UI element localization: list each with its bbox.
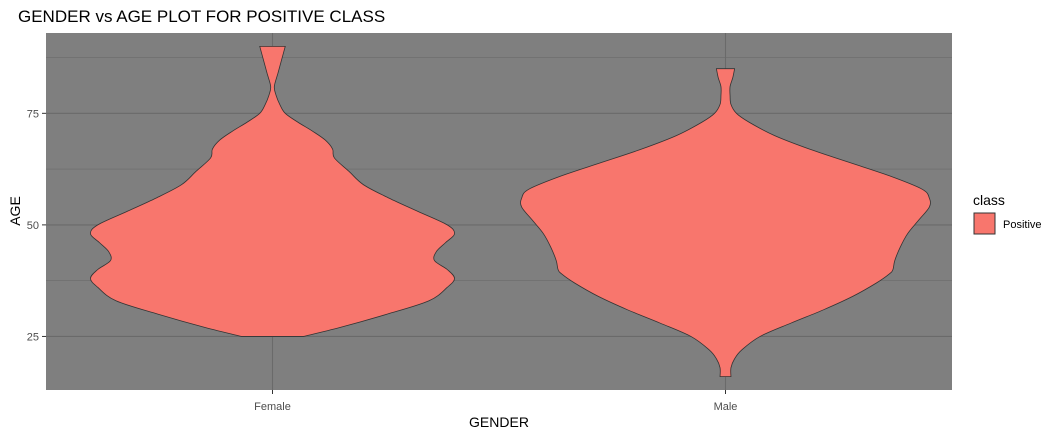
x-tick-label: Male [714,401,738,413]
violin-female [90,45,455,337]
legend-label-positive: Positive [1003,219,1042,231]
violin-male [520,68,931,378]
violin-layer [90,45,931,378]
x-tick-label: Female [254,401,291,413]
x-axis-title: GENDER [469,414,529,430]
legend-key-positive [973,212,996,235]
y-tick-label: 25 [27,331,39,343]
y-axis-title: AGE [7,196,23,226]
chart-title: GENDER vs AGE PLOT FOR POSITIVE CLASS [18,7,385,26]
legend: class Positive [973,192,1042,235]
y-tick-label: 50 [27,220,39,232]
y-tick-label: 75 [27,108,39,120]
axis-layer: 25 50 75 Female Male [27,108,738,413]
legend-title: class [973,192,1005,208]
